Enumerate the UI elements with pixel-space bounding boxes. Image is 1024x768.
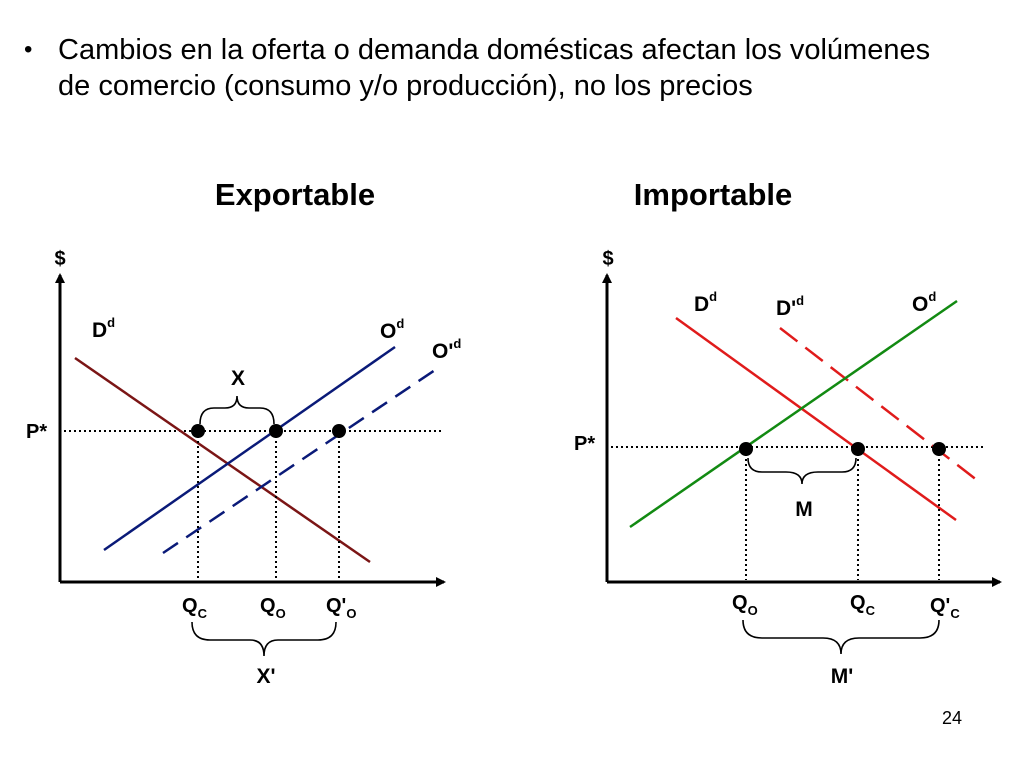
exportable-point-2 xyxy=(269,424,283,438)
exportable-brace-bottom-label: X' xyxy=(256,665,275,688)
importable-point-1 xyxy=(739,442,753,456)
importable-brace-bottom-label: M' xyxy=(831,665,854,688)
exportable-y-axis-label: $ xyxy=(54,248,65,270)
bullet-text: Cambios en la oferta o demanda doméstica… xyxy=(58,34,931,102)
exportable-supply-shifted-label: O'd xyxy=(432,336,461,363)
importable-demand-shifted-label: D'd xyxy=(776,293,804,320)
exportable-brace-bottom xyxy=(191,621,337,657)
importable-demand-curve xyxy=(675,316,957,522)
exportable-brace-top-label: X xyxy=(231,367,245,390)
exportable-q2-label: QO xyxy=(260,595,286,621)
importable-point-3 xyxy=(932,442,946,456)
page-number: 24 xyxy=(941,708,962,728)
exportable-price-label: P* xyxy=(26,421,47,443)
importable-q2-label: QC xyxy=(850,592,876,618)
exportable-demand-label: Dd xyxy=(92,315,115,342)
exportable-panel: Exportable $ P* Dd Od O'd X QC QO Q'O xyxy=(26,177,461,688)
importable-panel: Importable $ P* Dd D'd Od M QO QC Q'C xyxy=(574,177,1002,688)
importable-y-axis-label: $ xyxy=(602,248,613,270)
exportable-point-1 xyxy=(191,424,205,438)
importable-brace-top xyxy=(747,457,857,485)
bullet-point: • Cambios en la oferta o demanda domésti… xyxy=(24,32,984,104)
importable-q3-label: Q'C xyxy=(930,595,960,621)
exportable-supply-shifted-curve xyxy=(162,364,442,555)
exportable-q1-label: QC xyxy=(182,595,208,621)
importable-brace-bottom xyxy=(742,619,940,655)
importable-demand-shifted-curve xyxy=(779,327,983,485)
importable-point-2 xyxy=(851,442,865,456)
exportable-q3-label: Q'O xyxy=(326,595,356,621)
exportable-title: Exportable xyxy=(215,177,375,212)
exportable-brace-top xyxy=(199,395,275,425)
bullet-marker: • xyxy=(24,36,33,63)
importable-supply-label: Od xyxy=(912,289,936,316)
importable-price-label: P* xyxy=(574,433,595,455)
importable-q1-label: QO xyxy=(732,592,758,618)
importable-brace-top-label: M xyxy=(795,498,813,521)
importable-title: Importable xyxy=(634,177,792,212)
exportable-demand-curve xyxy=(74,356,371,564)
importable-supply-curve xyxy=(629,299,958,529)
exportable-point-3 xyxy=(332,424,346,438)
importable-demand-label: Dd xyxy=(694,289,717,316)
exportable-supply-curve xyxy=(103,345,396,552)
exportable-supply-label: Od xyxy=(380,316,404,343)
